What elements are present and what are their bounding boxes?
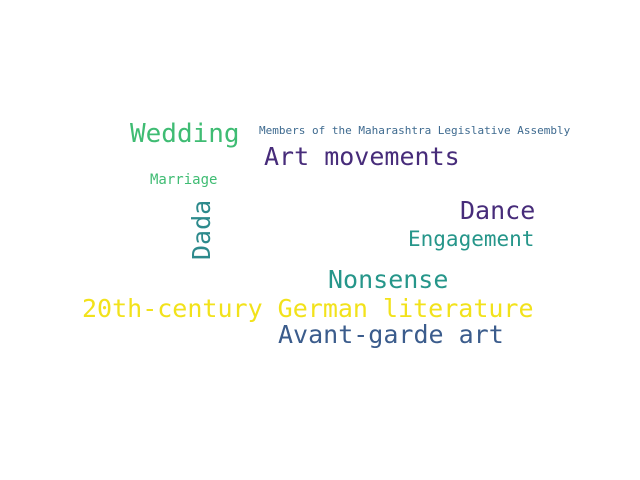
word-wedding: Wedding bbox=[130, 119, 240, 149]
word-engagement: Engagement bbox=[408, 227, 535, 251]
word-20th-century-german-literature: 20th-century German literature bbox=[82, 294, 534, 323]
word-dada: Dada bbox=[187, 199, 216, 260]
word-art-movements: Art movements bbox=[264, 142, 460, 171]
word-members-maharashtra-legislative-assembly: Members of the Maharashtra Legislative A… bbox=[259, 124, 571, 137]
word-avant-garde-art: Avant-garde art bbox=[278, 320, 504, 349]
word-marriage: Marriage bbox=[150, 172, 218, 188]
word-dance: Dance bbox=[460, 196, 536, 225]
word-nonsense: Nonsense bbox=[328, 265, 449, 294]
